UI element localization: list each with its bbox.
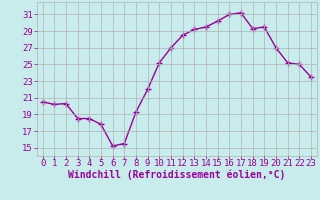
X-axis label: Windchill (Refroidissement éolien,°C): Windchill (Refroidissement éolien,°C) [68, 170, 285, 180]
